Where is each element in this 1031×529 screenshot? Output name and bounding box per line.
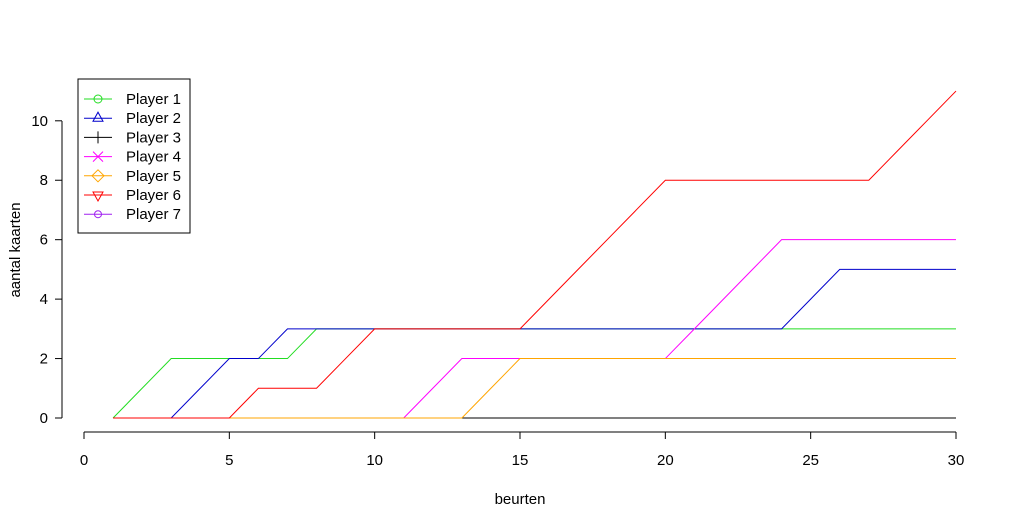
y-axis-title: aantal kaarten [7,202,24,297]
y-tick-label: 8 [40,172,48,189]
legend-item: Player 2 [84,110,181,127]
x-tick-label: 10 [366,452,383,469]
legend-label: Player 6 [126,187,181,204]
y-tick-label: 4 [40,291,48,308]
y-tick-label: 10 [31,113,48,130]
series-line-1 [112,328,956,419]
x-tick-label: 25 [802,452,819,469]
legend-item: Player 6 [84,187,181,204]
legend-label: Player 7 [126,206,181,223]
x-tick-label: 15 [512,452,529,469]
legend-marker-icon [92,111,104,122]
x-tick-label: 0 [80,452,88,469]
x-tick-label: 5 [225,452,233,469]
legend-item: Player 1 [84,91,181,108]
y-axis: 0 2 4 6 8 10 aantal kaarten [7,113,63,427]
legend-item: Player 7 [84,206,181,223]
legend-marker-icon [93,94,103,104]
legend-marker-icon [92,191,104,203]
x-tick-label: 30 [948,452,965,469]
series-line-2 [113,268,956,419]
plot-lines [112,90,957,419]
legend-marker-icon [94,210,102,219]
legend: Player 1 Player 2 Player 3 Player 4 Player 5… [77,78,191,234]
legend-label: Player 4 [126,149,181,166]
legend-item: Player 4 [84,149,181,166]
series-line-6 [113,90,957,419]
x-axis-title: beurten [495,491,546,508]
legend-marker-icon [91,169,105,183]
legend-box [77,78,191,234]
y-tick-label: 2 [40,351,48,368]
legend-label: Player 1 [126,91,181,108]
legend-item: Player 5 [84,168,181,185]
legend-marker-icon [92,151,104,162]
series-line-5 [113,358,956,419]
legend-label: Player 2 [126,110,181,127]
x-tick-label: 20 [657,452,674,469]
legend-label: Player 5 [126,168,181,185]
y-tick-label: 0 [40,410,48,427]
legend-label: Player 3 [126,129,181,146]
legend-item: Player 3 [84,129,181,146]
y-tick-label: 6 [40,232,48,249]
x-axis: 0 5 10 15 20 25 30 beurten [80,431,965,508]
